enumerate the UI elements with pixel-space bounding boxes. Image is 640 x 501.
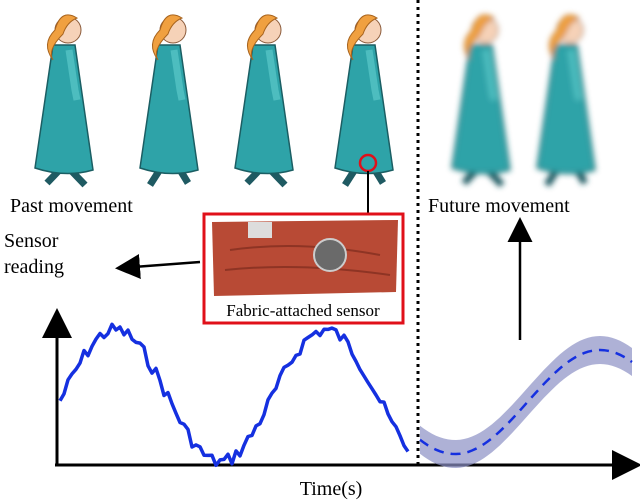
arm [65,49,81,101]
dress [139,44,199,175]
arm [170,49,186,101]
arm [265,49,281,101]
walker [451,14,511,188]
hair [464,14,496,61]
hair [347,14,379,61]
walker [334,14,394,187]
past-label: Past movement [10,195,133,217]
dress [536,44,596,175]
fabric-tag [248,222,272,238]
walker [234,14,294,188]
arrow-to-reading [115,254,201,279]
hair [247,14,279,61]
prediction-band [420,336,632,468]
dress [234,44,294,175]
arm [365,49,381,101]
walking-figures [34,14,596,188]
fabric-photo [212,220,398,296]
hair [549,14,581,61]
walker [139,14,199,187]
arm [567,49,583,101]
hair [47,14,79,61]
dress [34,44,94,175]
hair [152,14,184,61]
fabric-caption: Fabric-attached sensor [226,301,380,320]
x-axis-label: Time(s) [300,478,363,500]
future-label: Future movement [428,195,570,217]
sensor-board [313,238,347,272]
dress [451,44,511,175]
sensor-label: Sensor reading [4,230,64,278]
dress [334,44,394,175]
walker [536,14,596,187]
sensor-signal [58,322,410,468]
fabric-texture [224,245,391,276]
prediction-mean [419,348,633,456]
walker [34,14,94,188]
arm [482,49,498,101]
